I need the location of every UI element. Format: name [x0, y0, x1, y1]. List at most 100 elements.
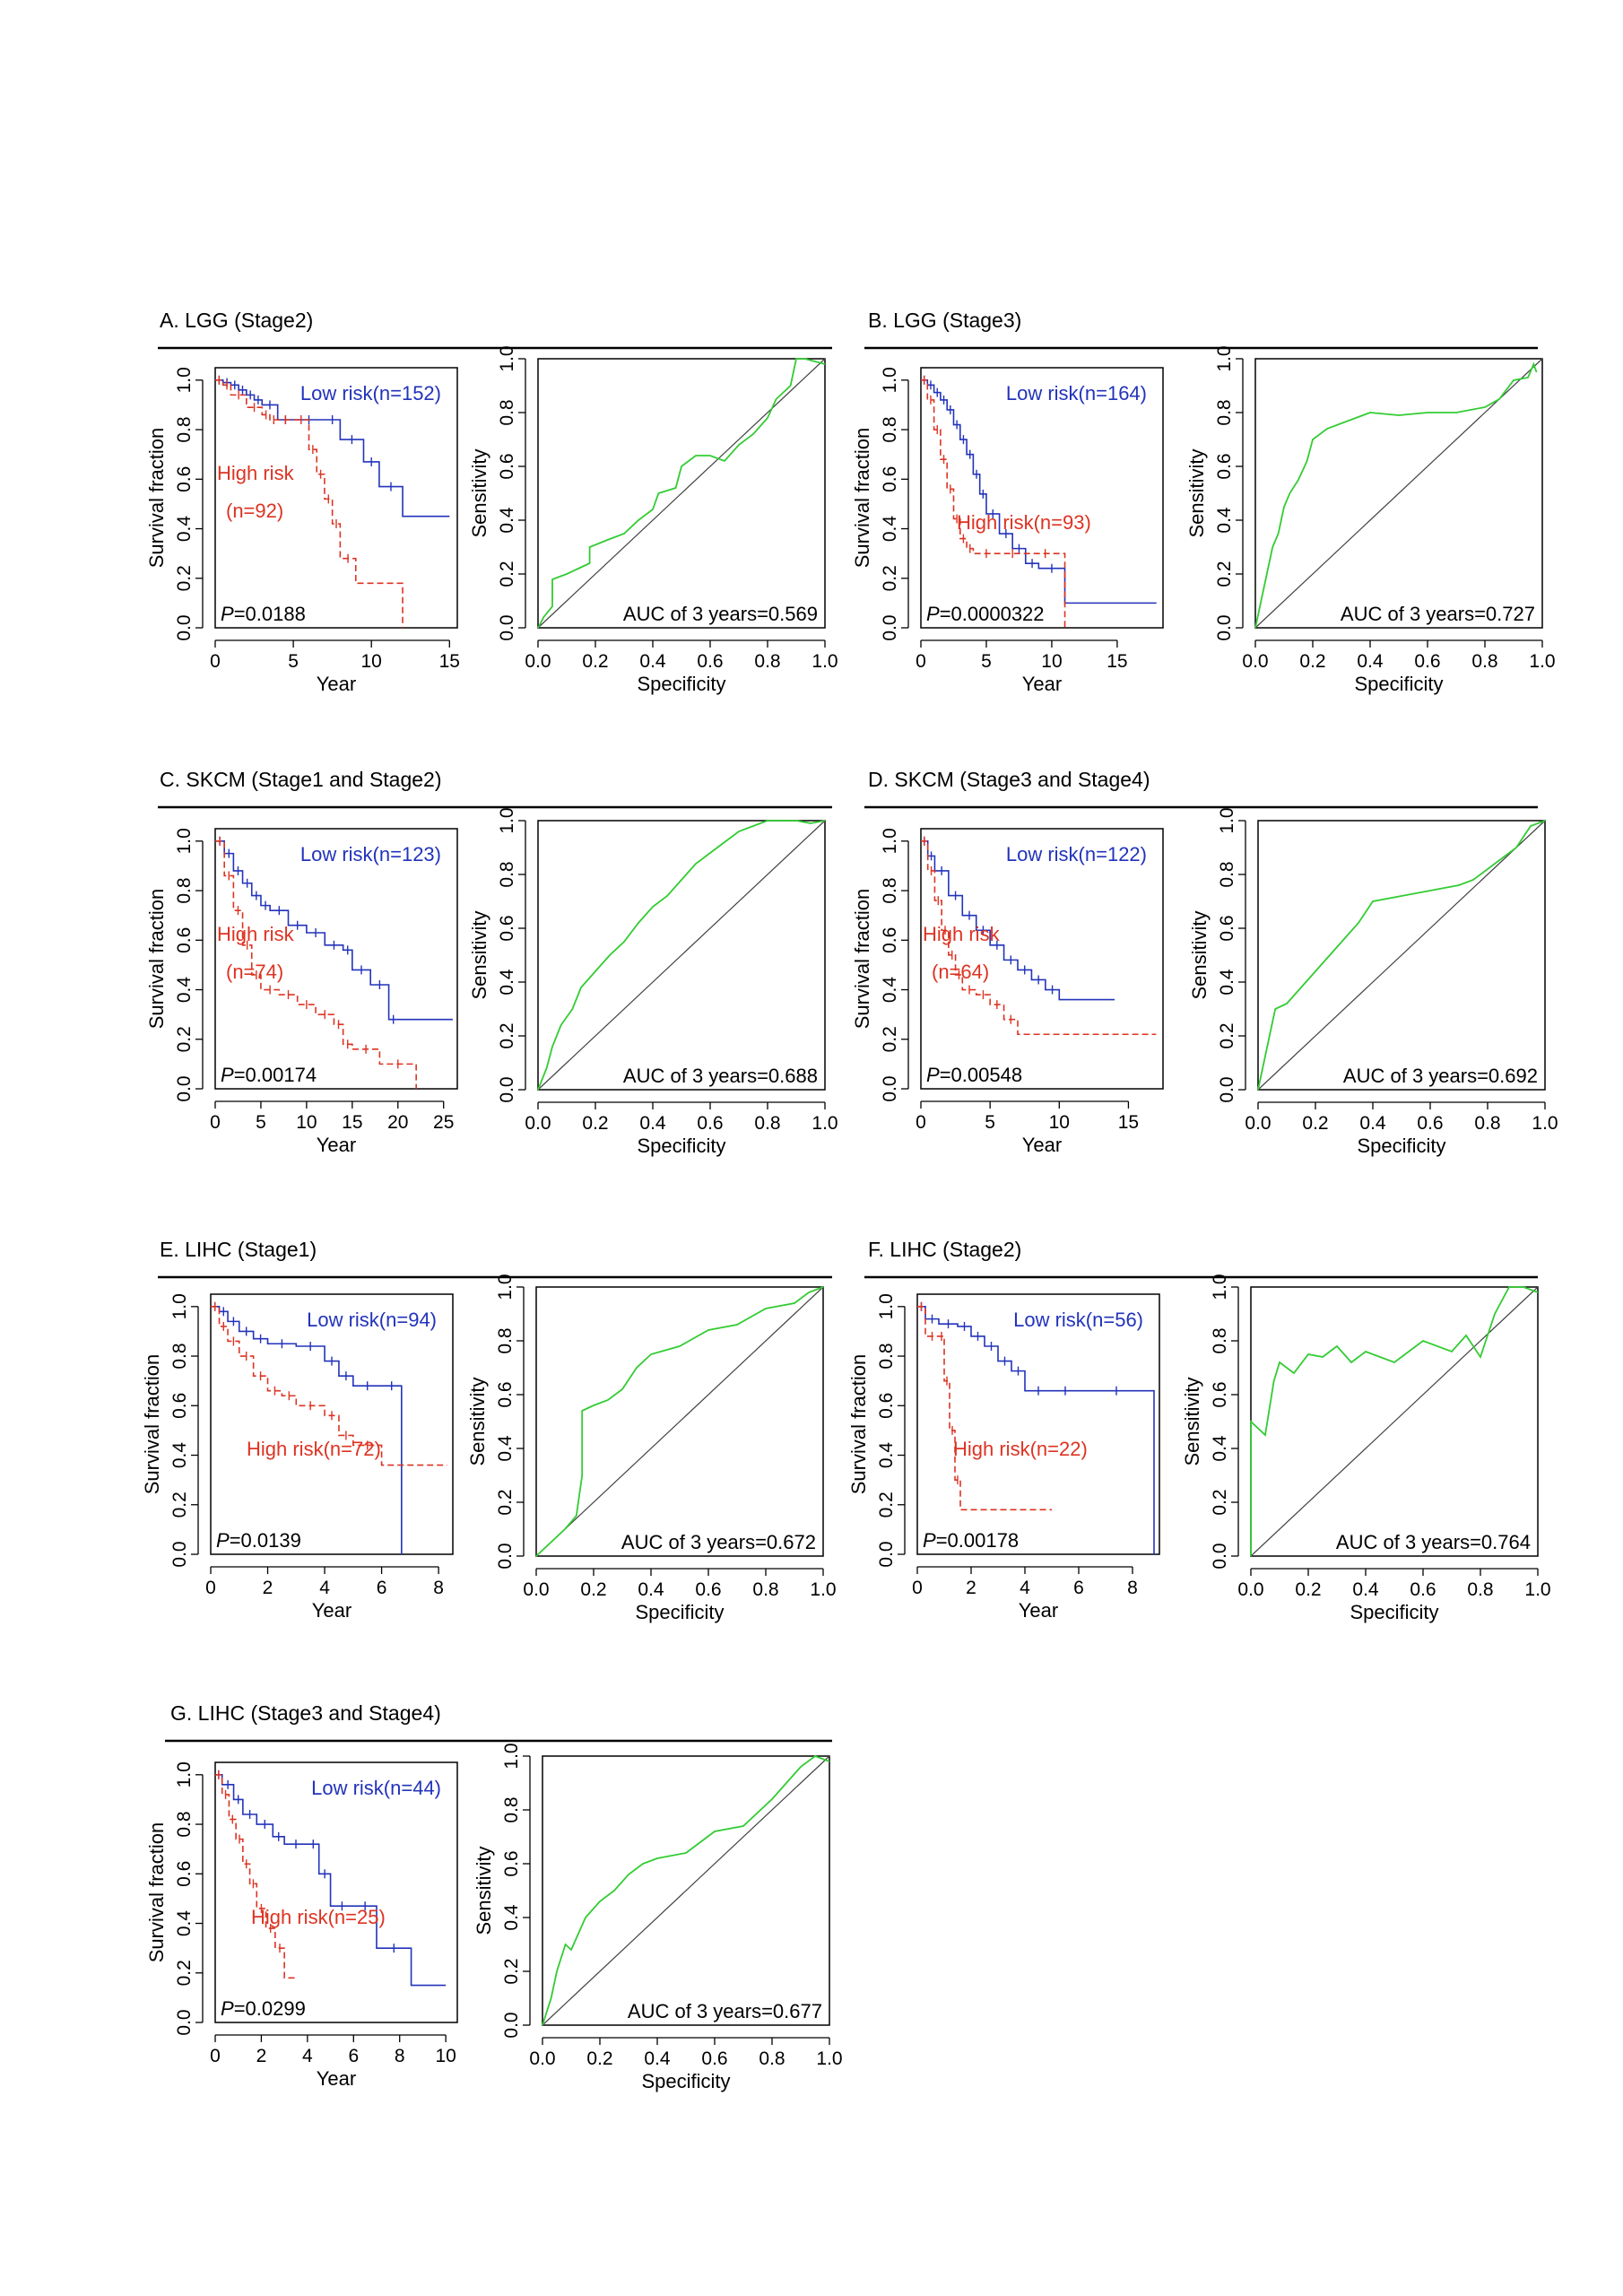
panel-f-roc-x-tick-label: 0.4: [1352, 1579, 1379, 1600]
panel-e-roc-x-tick-label: 1.0: [810, 1579, 836, 1600]
panel-d-roc-auc-label: AUC of 3 years=0.692: [1343, 1065, 1538, 1087]
panel-a-km-y-tick-label: 0.8: [174, 416, 195, 442]
panel-e-km-y-tick-label: 0.4: [169, 1442, 190, 1469]
panel-f-roc-x-axis-label: Specificity: [1350, 1601, 1438, 1623]
panel-g-roc-y-tick-label: 0.4: [501, 1904, 522, 1931]
panel-f-roc-y-tick-label: 0.6: [1210, 1381, 1230, 1407]
panel-b-km-y-tick-label: 1.0: [880, 367, 900, 393]
panel-b-roc-y-tick-label: 0.8: [1214, 399, 1235, 425]
panel-e-roc-x-tick-label: 0.4: [638, 1579, 664, 1600]
panel-f-km-p-value-text: =0.00178: [936, 1529, 1019, 1552]
panel-e-km-p-value: P=0.0139: [216, 1529, 301, 1552]
panel-c-roc-y-tick-label: 0.0: [497, 1076, 517, 1102]
panel-e-roc-y-tick-label: 1.0: [495, 1274, 516, 1300]
panel-g-km-x-tick-label: 4: [302, 2046, 313, 2066]
panel-g-roc-y-tick-label: 1.0: [501, 1743, 522, 1769]
panel-a-km-y-tick-label: 0.0: [174, 614, 195, 640]
panel-c-km-p-value: P=0.00174: [221, 1064, 317, 1086]
panel-g-roc-x-tick-label: 0.0: [529, 2048, 555, 2069]
panel-d-km-low-risk-label: Low risk(n=122): [1006, 843, 1147, 865]
panel-d-roc-x-tick-label: 1.0: [1532, 1113, 1558, 1134]
panel-e-km-x-tick-label: 0: [205, 1578, 216, 1598]
panel-b-km-y-tick-label: 0.4: [880, 516, 900, 543]
panel-g-km-y-tick-label: 1.0: [174, 1761, 195, 1787]
panel-f-km-y-axis-label: Survival fraction: [847, 1354, 870, 1495]
panel-g-km-y-tick-label: 0.0: [174, 2009, 195, 2035]
panel-g-km-y-tick-label: 0.8: [174, 1811, 195, 1837]
panel-d-roc-x-tick-label: 0.6: [1417, 1113, 1443, 1134]
panel-g-km-low-risk-curve: [215, 1774, 447, 1987]
panel-d-roc-y-tick-label: 0.4: [1217, 969, 1237, 996]
panel-a-roc-x-axis-label: Specificity: [637, 673, 725, 695]
panel-b-title: B. LGG (Stage3): [868, 309, 1021, 332]
panel-b-roc-y-tick-label: 0.2: [1214, 561, 1235, 587]
panel-e-km-plot-frame: [210, 1293, 454, 1555]
panel-e-km-y-axis-label: Survival fraction: [141, 1354, 163, 1495]
panel-d-roc-x-tick-label: 0.0: [1245, 1113, 1271, 1134]
panel-g-roc-x-tick-label: 0.8: [759, 2048, 785, 2069]
panel-a-km-plot-frame: [214, 367, 458, 629]
panel-a-title: A. LGG (Stage2): [160, 309, 313, 332]
panel-c-roc-x-tick-label: 0.0: [525, 1113, 551, 1134]
panel-g-km-y-axis-label: Survival fraction: [145, 1822, 168, 1963]
panel-b-km-x-axis-label: Year: [1022, 673, 1062, 695]
panel-a-km-y-tick-label: 0.6: [174, 466, 195, 492]
panel-c-km-y-tick-label: 1.0: [174, 828, 195, 854]
panel-e-roc-y-axis-label: Sensitivity: [466, 1377, 489, 1465]
panel-e-roc-y-tick-label: 0.4: [495, 1435, 516, 1462]
panel-g-roc-x-axis-label: Specificity: [641, 2070, 730, 2092]
panel-e-km-x-tick-label: 6: [377, 1578, 387, 1598]
panel-b-km-p-value: P=0.0000322: [926, 603, 1045, 625]
panel-c-roc-y-tick-label: 0.8: [497, 861, 517, 887]
panel-g-roc-y-axis-label: Sensitivity: [473, 1846, 495, 1935]
panel-c: C. SKCM (Stage1 and Stage2) 0 5 10 15 20 25 0.0…: [145, 768, 838, 1157]
panel-e-km-y-tick-label: 0.6: [169, 1393, 190, 1419]
panel-d-roc-curve: [1257, 820, 1546, 1091]
panel-g-km-high-risk-curve: [215, 1774, 296, 1979]
panel-d-km-x-axis-label: Year: [1022, 1134, 1062, 1156]
panel-a-km-low-risk-label: Low risk(n=152): [300, 382, 441, 404]
panel-e-km-x-tick-label: 4: [319, 1578, 330, 1598]
panel-g-km-x-axis-label: Year: [317, 2067, 356, 2090]
panel-c-km-y-tick-label: 0.4: [174, 977, 195, 1004]
panel-a-roc-x-tick-label: 0.0: [525, 651, 551, 672]
panel-e-roc-plot-frame: [535, 1286, 824, 1557]
panel-a-roc-diagonal: [537, 358, 826, 629]
panel-a-km-x-tick-label: 15: [439, 651, 460, 672]
panel-a-roc-auc-label: AUC of 3 years=0.569: [623, 603, 818, 625]
panel-d-km-p-value-text: =0.00548: [940, 1064, 1022, 1086]
panel-g-km-x-tick-label: 6: [348, 2046, 359, 2066]
panel-g-roc-y-tick-label: 0.8: [501, 1796, 522, 1822]
panel-e-roc-y-tick-label: 0.2: [495, 1489, 516, 1515]
panel-c-roc-y-tick-label: 0.6: [497, 915, 517, 941]
panel-g-roc-x-tick-label: 1.0: [816, 2048, 842, 2069]
panel-b-roc-x-tick-label: 0.0: [1242, 651, 1268, 672]
panel-b-km-low-risk-curve: [921, 379, 1157, 604]
panel-c-roc-plot-frame: [537, 820, 826, 1091]
panel-g-roc-y-tick-label: 0.2: [501, 1958, 522, 1984]
panel-c-roc-diagonal: [537, 820, 826, 1091]
panel-g-km-y-tick-label: 0.4: [174, 1910, 195, 1937]
panel-d-roc-y-tick-label: 0.6: [1217, 915, 1237, 941]
panel-f-roc-x-tick-label: 1.0: [1524, 1579, 1550, 1600]
panel-b-roc-y-tick-label: 0.6: [1214, 453, 1235, 479]
panel-g-roc-x-tick-label: 0.4: [644, 2048, 671, 2069]
panel-c-roc-x-tick-label: 0.4: [639, 1113, 666, 1134]
panel-f-km-x-tick-label: 0: [912, 1578, 923, 1598]
panel-b-km-p-symbol: P: [926, 603, 940, 625]
panel-d-km-y-tick-label: 0.8: [880, 877, 900, 903]
panel-c-roc-y-tick-label: 0.4: [497, 969, 517, 996]
panel-a-roc-x-tick-label: 0.6: [697, 651, 723, 672]
panel-f-km-high-risk-label: High risk(n=22): [953, 1438, 1088, 1460]
panel-f-km-x-axis-label: Year: [1019, 1599, 1058, 1622]
panel-e-km-x-axis-label: Year: [312, 1599, 352, 1622]
panel-b-roc-curve: [1254, 361, 1538, 629]
panel-f-km-y-tick-label: 0.6: [876, 1393, 897, 1419]
panel-c-km-low-risk-curve: [215, 840, 453, 1021]
panel-d-roc-y-tick-label: 0.2: [1217, 1022, 1237, 1048]
panel-d-km-p-value: P=0.00548: [926, 1064, 1022, 1086]
panel-c-km-low-risk-label: Low risk(n=123): [300, 843, 441, 865]
panel-f-roc-x-tick-label: 0.2: [1295, 1579, 1321, 1600]
panel-f-title: F. LIHC (Stage2): [868, 1238, 1021, 1261]
panel-e-km-x-tick-label: 2: [263, 1578, 273, 1598]
